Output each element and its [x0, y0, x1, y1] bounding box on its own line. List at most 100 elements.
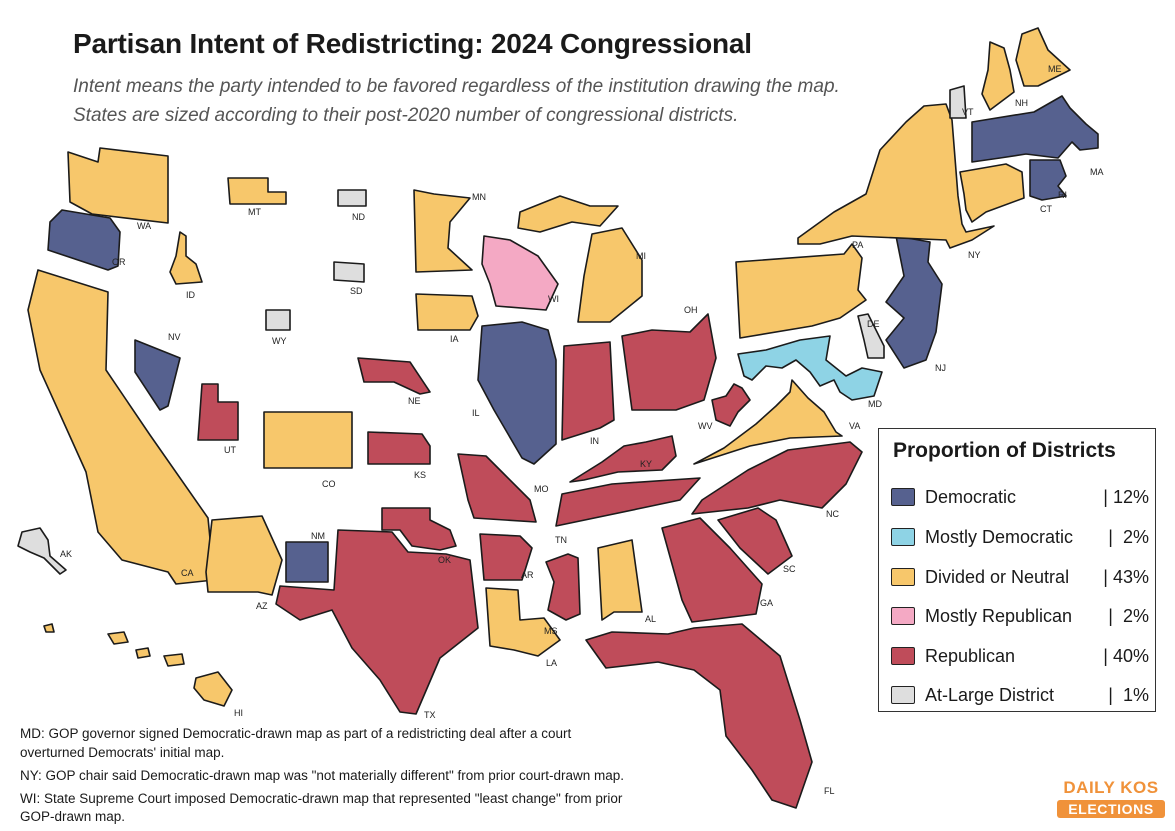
label-TX: TX: [424, 710, 436, 720]
state-PA: [735, 243, 867, 339]
state-WY: [265, 309, 291, 331]
state-CA: [27, 269, 215, 585]
legend-item-mostly-democratic: Mostly Democratic | 2%: [891, 525, 1149, 551]
state-VA: [693, 379, 843, 465]
legend-item-mostly-republican: Mostly Republican | 2%: [891, 604, 1149, 630]
state-IN: [561, 341, 615, 441]
footnote-wi-line-1: WI: State Supreme Court imposed Democrat…: [20, 791, 623, 806]
label-SC: SC: [783, 564, 796, 574]
legend-label: At-Large District: [925, 685, 1055, 705]
state-MS: [545, 553, 581, 621]
legend-swatch: [891, 647, 915, 665]
state-OK: [381, 507, 457, 551]
label-MN: MN: [472, 192, 486, 202]
label-LA: LA: [546, 658, 557, 668]
label-NY: NY: [968, 250, 981, 260]
label-CO: CO: [322, 479, 336, 489]
legend-swatch: [891, 528, 915, 546]
state-CT: [959, 163, 1025, 223]
label-KS: KS: [414, 470, 426, 480]
footnote-md-line-1: MD: GOP governor signed Democratic-drawn…: [20, 726, 572, 741]
state-AL: [597, 539, 643, 621]
label-CA: CA: [181, 568, 194, 578]
footnote-md-line-2: overturned Democrats' initial map.: [20, 745, 225, 760]
label-IN: IN: [590, 436, 599, 446]
map-title: Partisan Intent of Redistricting: 2024 C…: [73, 28, 752, 59]
state-AR: [479, 533, 533, 581]
state-KS: [367, 431, 431, 465]
state-AK: [17, 527, 67, 575]
label-RI: RI: [1058, 190, 1067, 200]
state-MO: [457, 453, 537, 523]
label-AL: AL: [645, 614, 656, 624]
label-KY: KY: [640, 459, 652, 469]
label-CT: CT: [1040, 204, 1052, 214]
label-OK: OK: [438, 555, 451, 565]
logo-text-top: DAILY KOS: [1063, 778, 1159, 797]
label-OH: OH: [684, 305, 698, 315]
state-TN: [555, 477, 701, 527]
legend-label: Mostly Democratic: [925, 527, 1074, 547]
legend-swatch: [891, 607, 915, 625]
legend-percent: | 2%: [1108, 606, 1149, 626]
state-NJ: [885, 235, 943, 369]
state-LA: [485, 587, 561, 657]
state-IA: [415, 293, 479, 331]
label-NJ: NJ: [935, 363, 946, 373]
legend-swatch: [891, 488, 915, 506]
label-VA: VA: [849, 421, 860, 431]
state-NH: [981, 41, 1015, 111]
legend-item-divided-or-neutral: Divided or Neutral | 43%: [891, 565, 1149, 591]
label-UT: UT: [224, 445, 236, 455]
logo-text-bottom: ELECTIONS: [1057, 800, 1165, 818]
state-MA: [971, 95, 1099, 163]
state-MT: [227, 177, 287, 205]
label-IL: IL: [472, 408, 480, 418]
label-ME: ME: [1048, 64, 1062, 74]
state-WA: [67, 147, 169, 224]
state-DE: [857, 313, 885, 359]
label-GA: GA: [760, 598, 773, 608]
state-ME: [1015, 27, 1071, 87]
label-WY: WY: [272, 336, 287, 346]
legend-swatch: [891, 686, 915, 704]
legend-percent: | 40%: [1103, 646, 1149, 666]
state-WI: [481, 235, 559, 311]
footnote-ny: NY: GOP chair said Democratic-drawn map …: [20, 768, 625, 783]
label-MS: MS: [544, 626, 558, 636]
legend-label: Mostly Republican: [925, 606, 1073, 626]
state-MD: [737, 335, 883, 401]
label-MA: MA: [1090, 167, 1104, 177]
legend-label: Republican: [925, 646, 1016, 666]
label-NE: NE: [408, 396, 421, 406]
label-WI: WI: [548, 294, 559, 304]
legend-item-republican: Republican | 40%: [891, 644, 1149, 670]
state-TX: [275, 529, 479, 715]
legend-label: Democratic: [925, 487, 1017, 507]
label-OR: OR: [112, 257, 126, 267]
label-VT: VT: [962, 107, 974, 117]
label-NC: NC: [826, 509, 839, 519]
label-NM: NM: [311, 531, 325, 541]
state-SC: [717, 507, 793, 575]
label-AR: AR: [521, 570, 534, 580]
label-FL: FL: [824, 786, 835, 796]
label-HI: HI: [234, 708, 243, 718]
label-NH: NH: [1015, 98, 1028, 108]
state-OR: [47, 209, 121, 271]
state-FL: [585, 623, 813, 809]
state-GA: [661, 517, 763, 623]
label-PA: PA: [852, 240, 863, 250]
label-MT: MT: [248, 207, 261, 217]
state-UT: [197, 383, 239, 441]
state-CO: [263, 411, 353, 469]
state-MN: [413, 189, 473, 273]
map-subtitle-line-2: States are sized according to their post…: [73, 105, 739, 126]
state-NE: [357, 357, 431, 395]
daily-kos-elections-logo: DAILY KOS ELECTIONS: [1057, 778, 1165, 818]
legend-title: Proportion of Districts: [893, 439, 1116, 462]
label-MD: MD: [868, 399, 882, 409]
state-RI: [1029, 159, 1067, 201]
state-NY: [797, 103, 995, 249]
legend-item-at-large-district: At-Large District | 1%: [891, 683, 1149, 709]
